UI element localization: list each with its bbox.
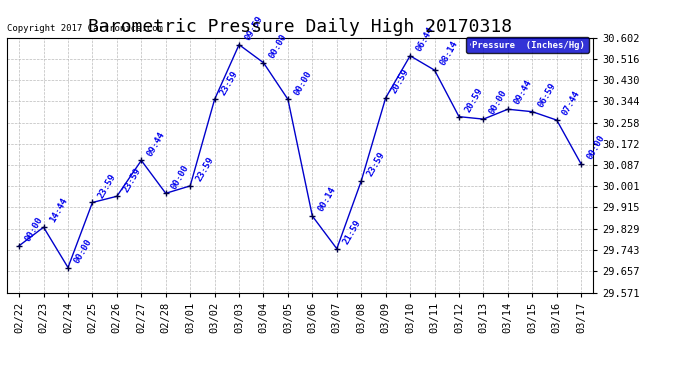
Text: 00:14: 00:14 (317, 186, 338, 213)
Text: 14:44: 14:44 (48, 196, 69, 224)
Text: 07:44: 07:44 (561, 90, 582, 117)
Text: 00:00: 00:00 (23, 215, 45, 243)
Title: Barometric Pressure Daily High 20170318: Barometric Pressure Daily High 20170318 (88, 18, 512, 36)
Text: 23:59: 23:59 (195, 155, 215, 183)
Text: 23:59: 23:59 (219, 69, 240, 96)
Text: 00:00: 00:00 (292, 69, 313, 96)
Text: 08:14: 08:14 (439, 40, 460, 68)
Text: 23:59: 23:59 (121, 166, 142, 194)
Text: 06:59: 06:59 (536, 81, 558, 109)
Text: 23:59: 23:59 (97, 172, 118, 200)
Text: 00:00: 00:00 (170, 163, 191, 190)
Text: Copyright 2017 Cartronics.com: Copyright 2017 Cartronics.com (7, 24, 163, 33)
Text: 00:00: 00:00 (72, 237, 93, 265)
Legend: Pressure  (Inches/Hg): Pressure (Inches/Hg) (466, 37, 589, 53)
Text: 00:00: 00:00 (268, 32, 289, 60)
Text: 20:59: 20:59 (390, 67, 411, 95)
Text: 06:44: 06:44 (414, 25, 435, 53)
Text: 00:00: 00:00 (585, 134, 607, 161)
Text: 21:59: 21:59 (341, 218, 362, 246)
Text: 09:59: 09:59 (243, 14, 264, 42)
Text: 20:59: 20:59 (463, 86, 484, 114)
Text: 09:44: 09:44 (146, 130, 167, 158)
Text: 23:59: 23:59 (366, 150, 386, 178)
Text: 09:44: 09:44 (512, 79, 533, 106)
Text: 00:00: 00:00 (488, 88, 509, 116)
